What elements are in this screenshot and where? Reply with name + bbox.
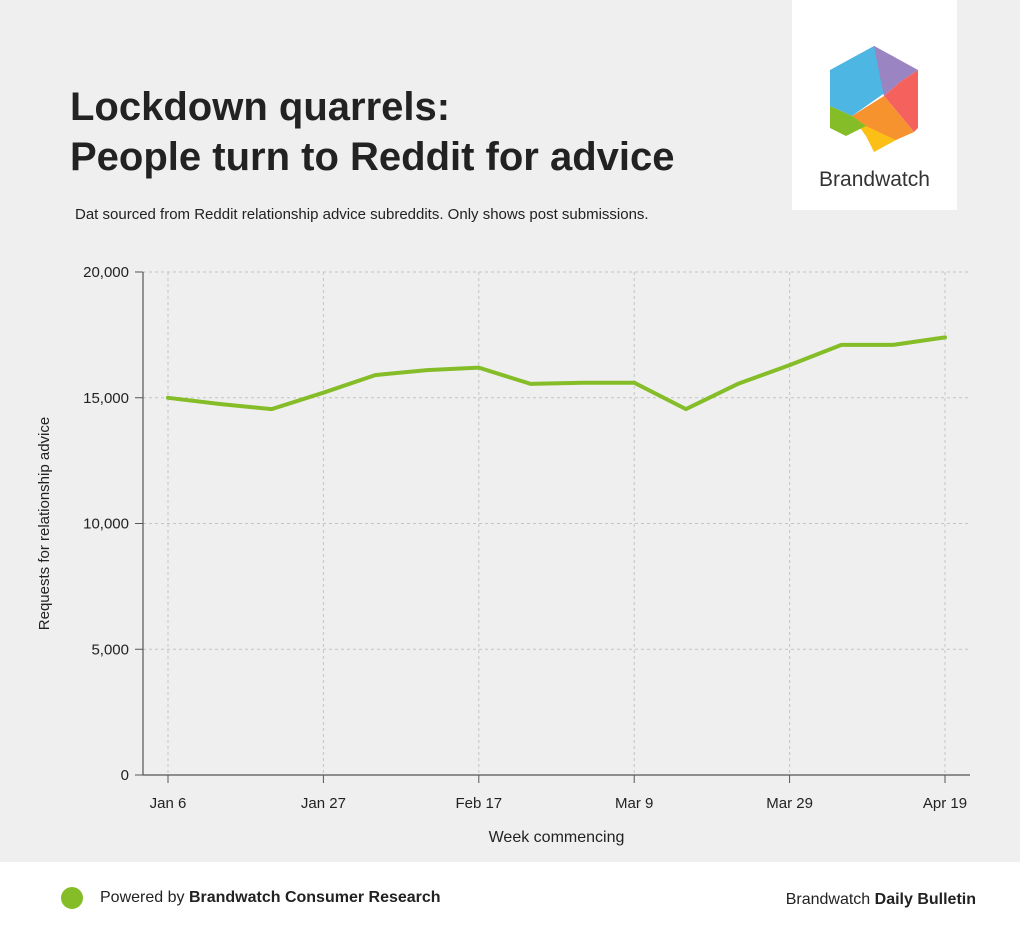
powered-by-text: Powered by Brandwatch Consumer Research [100,889,441,906]
y-tick-label: 10,000 [83,516,129,533]
chart-subtitle: Dat sourced from Reddit relationship adv… [75,206,649,223]
x-tick-label: Mar 9 [615,795,653,812]
brandwatch-hexagon-icon [830,46,918,152]
powered-by-product: Brandwatch Consumer Research [188,889,441,906]
y-axis-label: Requests for relationship advice [36,417,53,630]
x-tick-label: Mar 29 [766,795,813,812]
title-line-1: Lockdown quarrels: [70,85,451,129]
line-chart: 0 5,000 10,000 15,000 20,000 Jan 6 Jan 27 Feb 1… [36,264,970,846]
y-tick-label: 5,000 [91,641,129,658]
x-tick-label: Apr 19 [923,795,967,812]
footer-bar: Powered by Brandwatch Consumer Research … [0,862,1020,940]
x-tick-label: Jan 27 [301,795,346,812]
brandwatch-logo-card: Brandwatch [792,0,957,210]
brand-dot-icon [61,887,83,909]
series-line [166,335,947,412]
y-tick-label: 20,000 [83,264,129,281]
x-axis-label: Week commencing [489,829,625,846]
daily-bulletin-bold: Daily Bulletin [874,891,976,908]
y-tick-label: 0 [121,767,129,784]
x-tick-label: Jan 6 [150,795,187,812]
daily-bulletin-text: Brandwatch Daily Bulletin [785,891,976,908]
title-line-2: People turn to Reddit for advice [70,135,675,179]
x-tick-label: Feb 17 [455,795,502,812]
y-tick-label: 15,000 [83,390,129,407]
brandwatch-logo-text: Brandwatch [819,168,930,191]
page-title: Lockdown quarrels: People turn to Reddit… [70,82,675,182]
